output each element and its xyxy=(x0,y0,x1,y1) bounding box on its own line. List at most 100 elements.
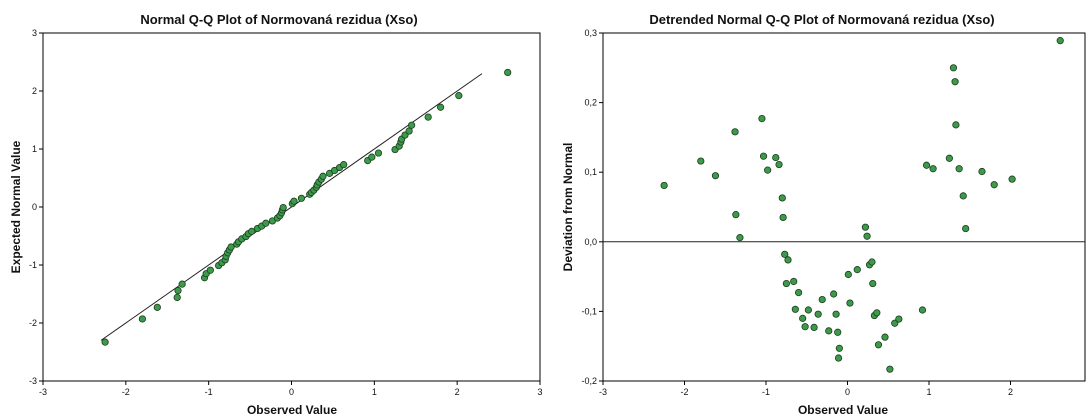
detrended-yaxis-label: Deviation from Normal xyxy=(561,143,575,272)
detrended-point xyxy=(818,295,826,304)
qq-xtick-label: 3 xyxy=(537,387,542,397)
detrended-point xyxy=(697,157,705,165)
detrended-point xyxy=(810,323,818,332)
detrended-plot-frame xyxy=(602,32,1086,382)
detrended-point xyxy=(801,323,809,331)
detrended-point xyxy=(952,121,960,129)
detrended-point xyxy=(922,161,931,169)
detrended-point xyxy=(863,232,871,240)
detrended-ytick-label: 0,2 xyxy=(584,98,597,108)
detrended-point xyxy=(791,305,799,313)
qq-point xyxy=(319,172,327,180)
qq-point xyxy=(173,293,181,302)
qq-point xyxy=(504,68,512,77)
detrended-point xyxy=(814,310,822,318)
qq-point xyxy=(374,149,383,157)
detrended-point xyxy=(886,365,894,373)
detrended-point xyxy=(794,289,803,297)
detrended-point xyxy=(978,167,986,176)
detrended-xtick-label: 1 xyxy=(926,387,931,397)
qq-point xyxy=(262,219,270,227)
qq-xaxis-label: Observed Value xyxy=(247,403,337,417)
detrended-point xyxy=(881,333,889,341)
qq-ytick-label: 3 xyxy=(32,28,37,38)
detrended-point xyxy=(799,314,807,322)
detrended-ytick-label: 0,3 xyxy=(584,28,597,38)
qq-plot-ticks: -3 -2 -1 0 1 2 3 -3 -2 -1 0 1 2 3 xyxy=(29,28,543,397)
detrended-point xyxy=(959,192,967,200)
detrended-point xyxy=(861,223,870,231)
detrended-point xyxy=(779,213,787,222)
detrended-point xyxy=(784,256,792,264)
qq-plot-title: Normal Q-Q Plot of Normovaná rezidua (Xs… xyxy=(140,12,417,27)
detrended-point xyxy=(772,153,780,162)
detrended-point xyxy=(846,299,854,307)
qq-point xyxy=(436,103,445,111)
qq-xtick-label: -2 xyxy=(122,387,130,397)
qq-point xyxy=(368,153,376,161)
qq-point xyxy=(408,121,416,129)
detrended-point xyxy=(731,128,739,136)
qq-yaxis-label: Expected Normal Value xyxy=(9,140,23,273)
qq-xtick-label: -1 xyxy=(205,387,213,397)
detrended-point xyxy=(830,290,838,298)
qq-ytick-label: 0 xyxy=(32,202,37,212)
detrended-point xyxy=(868,258,876,266)
detrended-ytick-label: -0,1 xyxy=(581,306,597,316)
detrended-point xyxy=(758,115,766,123)
detrended-point xyxy=(955,165,963,173)
detrended-xtick-label: 0 xyxy=(845,387,850,397)
qq-point xyxy=(138,315,146,323)
qq-point xyxy=(455,92,463,100)
qq-point xyxy=(174,286,182,295)
detrended-point xyxy=(781,250,789,258)
detrended-point xyxy=(945,154,953,162)
detrended-point xyxy=(736,234,744,242)
detrended-plot-title: Detrended Normal Q-Q Plot of Normovaná r… xyxy=(649,12,994,27)
detrended-ytick-label: 0,0 xyxy=(584,237,597,247)
detrended-point xyxy=(844,270,852,279)
detrended-point xyxy=(1008,175,1016,183)
detrended-point xyxy=(834,354,843,362)
detrended-ytick-label: -0,2 xyxy=(581,376,597,386)
qq-plot-panel: Normal Q-Q Plot of Normovaná rezidua (Xs… xyxy=(9,12,543,417)
detrended-point xyxy=(764,166,772,174)
qq-point xyxy=(153,303,161,311)
detrended-point xyxy=(951,78,959,86)
detrended-xtick-label: -2 xyxy=(680,387,688,397)
qq-point xyxy=(279,203,287,212)
qq-point xyxy=(340,161,348,169)
detrended-point xyxy=(869,279,877,288)
qq-ytick-label: 1 xyxy=(32,144,37,154)
detrended-points xyxy=(660,37,1064,373)
qq-point xyxy=(290,197,298,205)
detrended-point xyxy=(853,266,861,274)
detrended-plot-panel: Detrended Normal Q-Q Plot of Normovaná r… xyxy=(561,12,1086,417)
detrended-xaxis-label: Observed Value xyxy=(798,403,888,417)
qq-ytick-label: -3 xyxy=(29,376,37,386)
qq-point xyxy=(227,243,235,251)
qq-point xyxy=(178,280,186,288)
detrended-point xyxy=(778,194,786,202)
qq-point xyxy=(297,194,306,202)
qq-points xyxy=(101,68,512,346)
qq-ytick-label: -1 xyxy=(29,260,37,270)
detrended-point xyxy=(918,306,927,314)
detrended-point xyxy=(711,172,720,180)
detrended-ytick-label: 0,1 xyxy=(584,167,597,177)
qq-ytick-label: 2 xyxy=(32,86,37,96)
detrended-point xyxy=(804,306,812,314)
detrended-xtick-label: -3 xyxy=(599,387,607,397)
detrended-point xyxy=(895,315,903,323)
detrended-point xyxy=(790,277,798,286)
detrended-xtick-label: -1 xyxy=(762,387,770,397)
qq-xtick-label: -3 xyxy=(39,387,47,397)
detrended-point xyxy=(782,279,790,288)
detrended-point xyxy=(949,64,958,72)
detrended-point xyxy=(835,344,843,352)
qq-ytick-label: -2 xyxy=(29,318,37,328)
detrended-point xyxy=(825,327,833,335)
detrended-point xyxy=(929,165,937,173)
